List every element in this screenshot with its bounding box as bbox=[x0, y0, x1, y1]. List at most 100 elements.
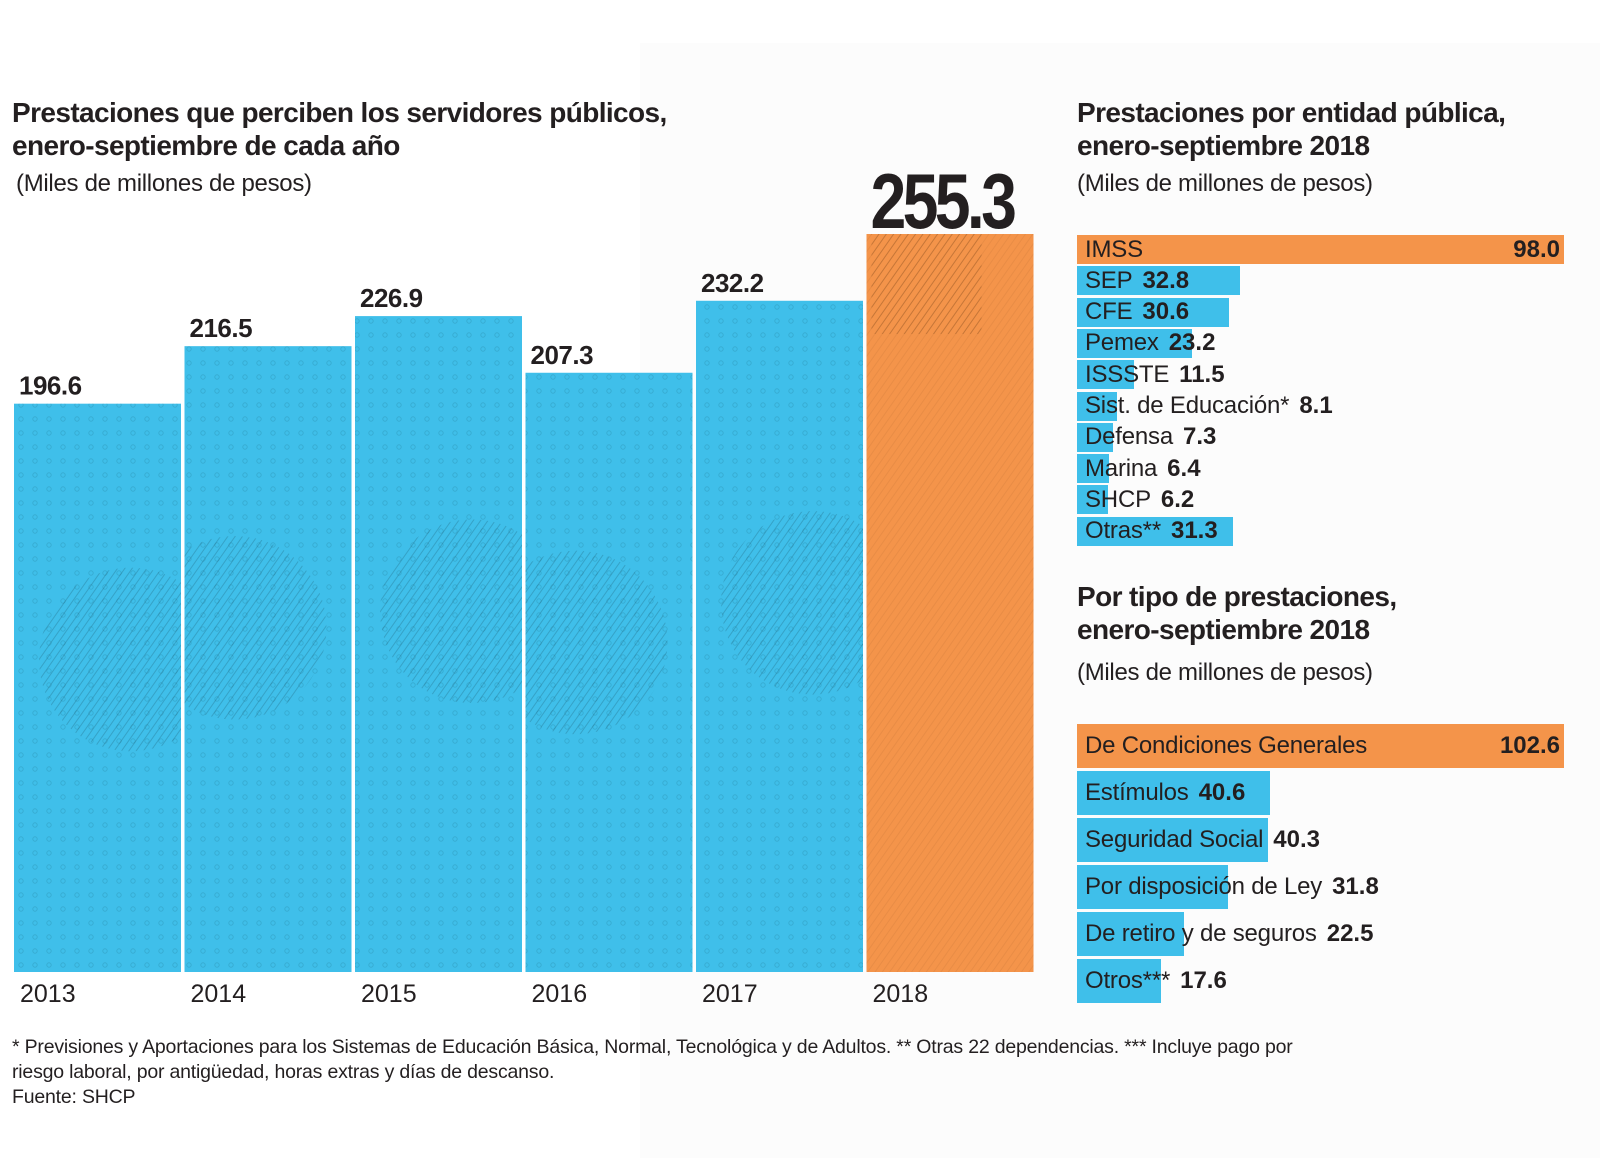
hbar-label: Por disposición de Ley bbox=[1085, 873, 1323, 900]
category-label-2014: 2014 bbox=[191, 980, 247, 1008]
hbar-value: 31.3 bbox=[1170, 517, 1218, 545]
hbar-row: IMSS 98.0 bbox=[1077, 235, 1564, 264]
hbar-row: SHCP 6.2 bbox=[1077, 485, 1564, 515]
main-title-line2: enero-septiembre de cada año bbox=[12, 130, 400, 161]
hbar-fill bbox=[1077, 959, 1161, 1003]
hbar-row: Otros*** 17.6 bbox=[1077, 959, 1564, 1003]
bar-texture bbox=[866, 234, 1034, 972]
hbar-value: 30.6 bbox=[1142, 298, 1190, 326]
hbar-row: Otras** 31.3 bbox=[1077, 516, 1564, 546]
hbar-value: 11.5 bbox=[1179, 360, 1225, 388]
hbar-row: ISSSTE 11.5 bbox=[1077, 360, 1564, 390]
hbar-value: 102.6 bbox=[1499, 732, 1560, 759]
value-label-2014: 216.5 bbox=[190, 313, 253, 343]
bar-2017 bbox=[696, 300, 863, 972]
value-label-2017: 232.2 bbox=[701, 268, 764, 298]
hbar-fill bbox=[1077, 516, 1233, 546]
value-label-2013: 196.6 bbox=[19, 371, 82, 401]
entity-title-line2: enero-septiembre 2018 bbox=[1077, 130, 1370, 161]
hbar-fill bbox=[1077, 235, 1564, 264]
hbar-label: De Condiciones Generales bbox=[1085, 732, 1368, 759]
category-label-2013: 2013 bbox=[20, 980, 76, 1008]
bar-2016 bbox=[525, 372, 693, 972]
category-label-2015: 2015 bbox=[361, 980, 417, 1008]
entity-title-line1: Prestaciones por entidad pública, bbox=[1077, 97, 1506, 128]
source-note: Fuente: SHCP bbox=[12, 1086, 136, 1108]
hbar-row: De Condiciones Generales 102.6 bbox=[1077, 724, 1564, 768]
hbar-label: De retiro y de seguros bbox=[1085, 920, 1317, 947]
hbar-fill bbox=[1077, 266, 1240, 296]
hbar-fill bbox=[1077, 297, 1230, 327]
entity-chart-subtitle: (Miles de millones de pesos) bbox=[1077, 170, 1373, 197]
hbar-label: SEP bbox=[1085, 266, 1133, 294]
yearly-bar-chart: 196.6 2013 216.5 2014 226.9 2015 207.3 2016 232.… bbox=[14, 160, 1034, 1008]
hbar-label: Defensa bbox=[1085, 423, 1173, 451]
hbar-fill bbox=[1077, 328, 1193, 358]
main-chart-subtitle: (Miles de millones de pesos) bbox=[16, 170, 312, 197]
hbar-fill bbox=[1077, 818, 1269, 862]
hbar-fill bbox=[1077, 485, 1108, 515]
hbar-label: SHCP bbox=[1085, 485, 1151, 513]
type-chart-title: Por tipo de prestaciones, enero-septiemb… bbox=[1077, 580, 1397, 646]
hbar-label: Sist. de Educación* bbox=[1085, 392, 1290, 419]
main-title-line1: Prestaciones que perciben los servidores… bbox=[12, 97, 667, 128]
hbar-fill bbox=[1077, 360, 1135, 390]
hbar-value: 7.3 bbox=[1183, 423, 1217, 451]
category-label-2018: 2018 bbox=[873, 980, 929, 1008]
category-label-2016: 2016 bbox=[532, 980, 588, 1008]
hbar-value: 32.8 bbox=[1142, 266, 1190, 294]
hbar-label: Pemex bbox=[1085, 329, 1159, 357]
footnote: * Previsiones y Aportaciones para los Si… bbox=[12, 1035, 1572, 1110]
hbar-fill bbox=[1077, 391, 1118, 421]
hbar-row: Defensa 7.3 bbox=[1077, 422, 1564, 452]
hbar-row: CFE 30.6 bbox=[1077, 297, 1564, 327]
hbar-row: De retiro y de seguros 22.5 bbox=[1077, 912, 1564, 956]
hbar-fill bbox=[1077, 771, 1270, 815]
hbar-value: 31.8 bbox=[1332, 873, 1379, 900]
hbar-value: 6.4 bbox=[1167, 454, 1201, 482]
hbar-label: Otros*** bbox=[1085, 967, 1171, 994]
value-label-2016: 207.3 bbox=[531, 340, 594, 370]
hbar-value: 8.1 bbox=[1299, 392, 1333, 419]
hbar-label: Seguridad Social bbox=[1085, 826, 1264, 853]
entity-chart-title: Prestaciones por entidad pública, enero-… bbox=[1077, 96, 1506, 162]
hbar-row: Por disposición de Ley 31.8 bbox=[1077, 865, 1564, 909]
value-label-2018: 255.3 bbox=[871, 160, 1016, 245]
footnote-line1: * Previsiones y Aportaciones para los Si… bbox=[12, 1036, 1293, 1058]
hbar-row: Estímulos 40.6 bbox=[1077, 771, 1564, 815]
bar-texture-shape bbox=[39, 567, 181, 752]
hbar-value: 6.2 bbox=[1160, 485, 1195, 513]
hbar-row: Pemex 23.2 bbox=[1077, 328, 1564, 358]
hbar-fill bbox=[1077, 422, 1114, 452]
hbar-label: Otras** bbox=[1085, 517, 1161, 545]
bar-texture-shape bbox=[871, 234, 982, 334]
hbar-label: Estímulos bbox=[1085, 779, 1189, 806]
type-title-line1: Por tipo de prestaciones, bbox=[1077, 581, 1397, 612]
hbar-label: Marina bbox=[1085, 454, 1158, 482]
type-chart-subtitle: (Miles de millones de pesos) bbox=[1077, 659, 1373, 686]
hbar-value: 40.3 bbox=[1273, 826, 1320, 853]
bar-2015 bbox=[355, 316, 522, 972]
hbar-fill bbox=[1077, 912, 1184, 956]
hbar-value: 40.6 bbox=[1198, 779, 1246, 806]
hbar-value: 17.6 bbox=[1180, 967, 1227, 994]
hbar-row: Marina 6.4 bbox=[1077, 454, 1564, 484]
bar-2018 bbox=[866, 234, 1034, 972]
bar-texture-shape bbox=[525, 550, 668, 735]
hbar-row: Seguridad Social 40.3 bbox=[1077, 818, 1564, 862]
hbar-value: 22.5 bbox=[1326, 920, 1374, 947]
type-title-line2: enero-septiembre 2018 bbox=[1077, 614, 1370, 645]
hbar-row: SEP 32.8 bbox=[1077, 266, 1564, 296]
footnote-line2: riesgo laboral, por antigüedad, horas ex… bbox=[12, 1061, 555, 1083]
hbar-fill bbox=[1077, 454, 1109, 484]
bar-texture-shape bbox=[721, 511, 863, 695]
hbar-fill bbox=[1077, 724, 1564, 768]
bar-texture-shape bbox=[184, 535, 327, 720]
hbar-label: CFE bbox=[1085, 298, 1133, 326]
hbar-row: Sist. de Educación* 8.1 bbox=[1077, 391, 1564, 421]
value-label-2015: 226.9 bbox=[360, 283, 423, 313]
main-chart-title: Prestaciones que perciben los servidores… bbox=[12, 96, 667, 162]
bar-2014 bbox=[184, 346, 352, 972]
bar-texture-shape bbox=[380, 519, 522, 704]
hbar-label: ISSSTE bbox=[1085, 360, 1170, 388]
